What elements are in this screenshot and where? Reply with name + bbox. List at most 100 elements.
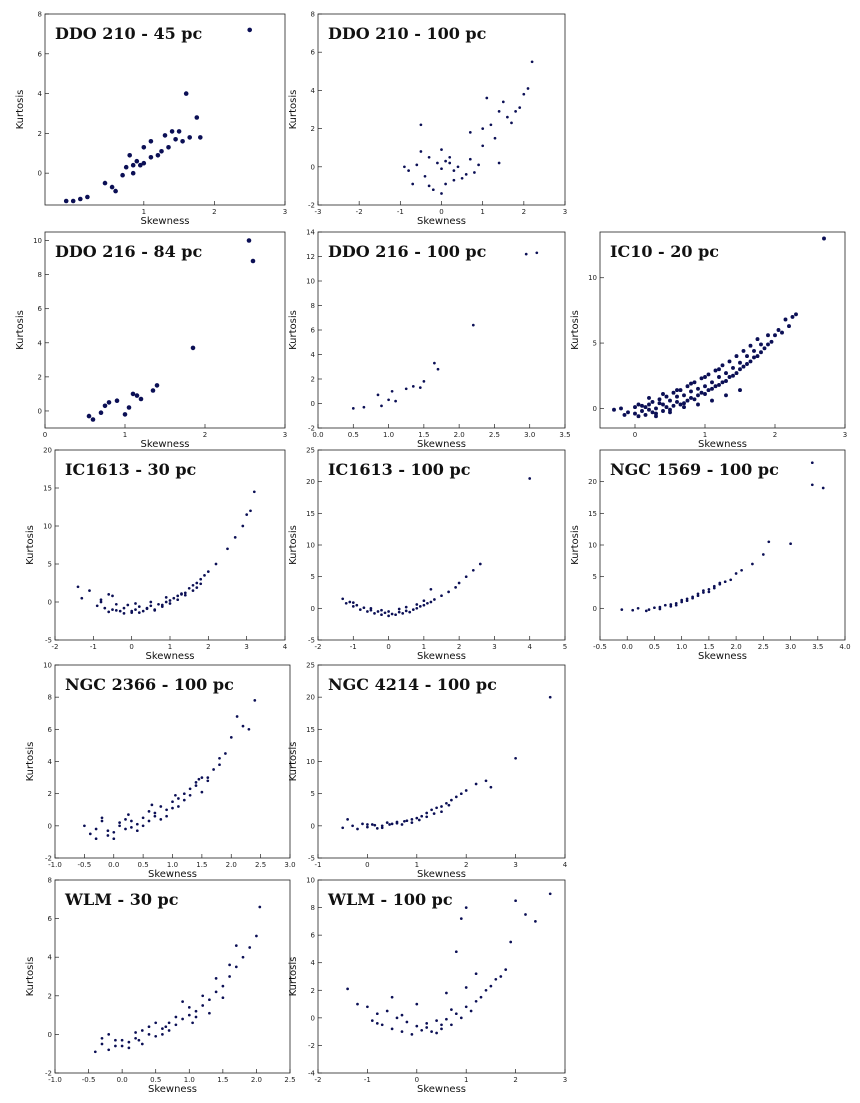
data-point [440, 148, 443, 151]
data-point [661, 409, 665, 413]
data-point [468, 157, 472, 161]
data-point [174, 1023, 178, 1027]
data-point [444, 159, 447, 163]
data-point [167, 1029, 171, 1032]
data-point [729, 578, 733, 582]
y-tick-label: 10 [33, 237, 42, 245]
data-point [197, 777, 201, 781]
data-point [180, 139, 185, 144]
data-point [153, 814, 157, 818]
data-point [474, 972, 478, 976]
data-point [429, 600, 433, 604]
data-point [194, 1015, 198, 1019]
y-tick-label: 4 [48, 954, 53, 962]
data-point [418, 605, 422, 608]
data-point [176, 594, 180, 598]
data-point [454, 795, 458, 799]
data-point [633, 411, 637, 416]
data-point [183, 91, 189, 96]
data-point [361, 822, 364, 826]
data-point [369, 608, 373, 612]
data-point [107, 1033, 111, 1036]
x-tick-label: 2.5 [489, 431, 500, 439]
data-point [489, 123, 493, 127]
scatter-panel: -1.0 -0.5 0.0 0.5 1.0 1.5 2.0 2.5 -2 0 2 4 6 8 WLM - 3… [25, 877, 296, 1096]
data-point [699, 376, 704, 381]
y-tick-label: 10 [306, 877, 315, 885]
data-point [83, 824, 86, 828]
x-tick-label: 1.0 [167, 861, 178, 869]
data-point [161, 1027, 164, 1030]
y-tick-label: 0 [593, 605, 597, 613]
data-point [418, 386, 422, 389]
data-point [130, 826, 133, 829]
y-tick-label: -2 [308, 1042, 315, 1050]
x-tick-label: 2.0 [226, 861, 237, 869]
y-tick-label: 8 [48, 694, 52, 702]
data-point [380, 826, 384, 830]
data-point [198, 135, 203, 140]
x-tick-label: -0.5 [82, 1076, 96, 1084]
data-point [187, 586, 191, 590]
y-tick-label: 10 [306, 278, 315, 286]
data-point [405, 1020, 409, 1024]
x-axis-label: Skewness [145, 651, 194, 662]
y-tick-label: 0 [311, 400, 315, 408]
y-tick-label: -4 [308, 1070, 316, 1078]
data-point [445, 991, 448, 995]
data-point [94, 827, 98, 831]
data-point [745, 354, 749, 359]
x-tick-label: -0.5 [593, 643, 607, 651]
data-point [460, 176, 464, 180]
data-point [653, 606, 656, 610]
data-point [86, 413, 92, 419]
data-point [738, 367, 742, 372]
x-axis-label: Skewness [140, 216, 189, 227]
data-point [436, 161, 439, 165]
data-point [252, 490, 256, 494]
data-point [415, 603, 419, 606]
data-point [450, 1023, 453, 1027]
data-point [182, 792, 186, 796]
data-point [650, 399, 655, 404]
x-tick-label: 2 [464, 861, 468, 869]
data-point [692, 380, 697, 385]
panel-title: NGC 1569 - 100 pc [610, 460, 779, 479]
scatter-panel: -1.0 -0.5 0.0 0.5 1.0 1.5 2.0 2.5 3.0 -2 0 2 4 6 8 10 NG… [25, 662, 296, 881]
data-point [78, 196, 83, 202]
data-point [147, 819, 151, 823]
data-point [717, 375, 721, 379]
data-point [208, 1011, 211, 1015]
data-point [643, 405, 648, 410]
data-point [761, 553, 765, 556]
data-point [783, 317, 788, 322]
data-point [647, 407, 651, 412]
data-point [706, 372, 711, 377]
data-point [214, 977, 218, 980]
data-point [358, 608, 362, 611]
x-tick-label: 0.5 [150, 1076, 161, 1084]
data-point [452, 169, 456, 172]
data-point [696, 592, 700, 596]
data-point [375, 1012, 379, 1016]
x-tick-label: 3.5 [812, 643, 823, 651]
y-axis-label: Kurtosis [570, 310, 581, 350]
data-point [180, 592, 183, 595]
y-tick-label: 4 [311, 351, 316, 359]
data-point [718, 582, 722, 586]
x-tick-label: 0 [129, 643, 133, 651]
data-point [640, 409, 644, 413]
x-tick-label: 3 [563, 1076, 567, 1084]
data-point [111, 608, 114, 611]
y-tick-label: 20 [43, 447, 52, 455]
data-point [351, 824, 354, 828]
data-point [762, 346, 767, 351]
x-axis-label: Skewness [698, 439, 747, 450]
y-tick-label: 4 [311, 959, 316, 967]
data-point [149, 604, 153, 608]
data-point [696, 594, 700, 598]
x-tick-label: 3 [492, 643, 496, 651]
data-point [380, 613, 383, 617]
data-point [738, 360, 742, 365]
